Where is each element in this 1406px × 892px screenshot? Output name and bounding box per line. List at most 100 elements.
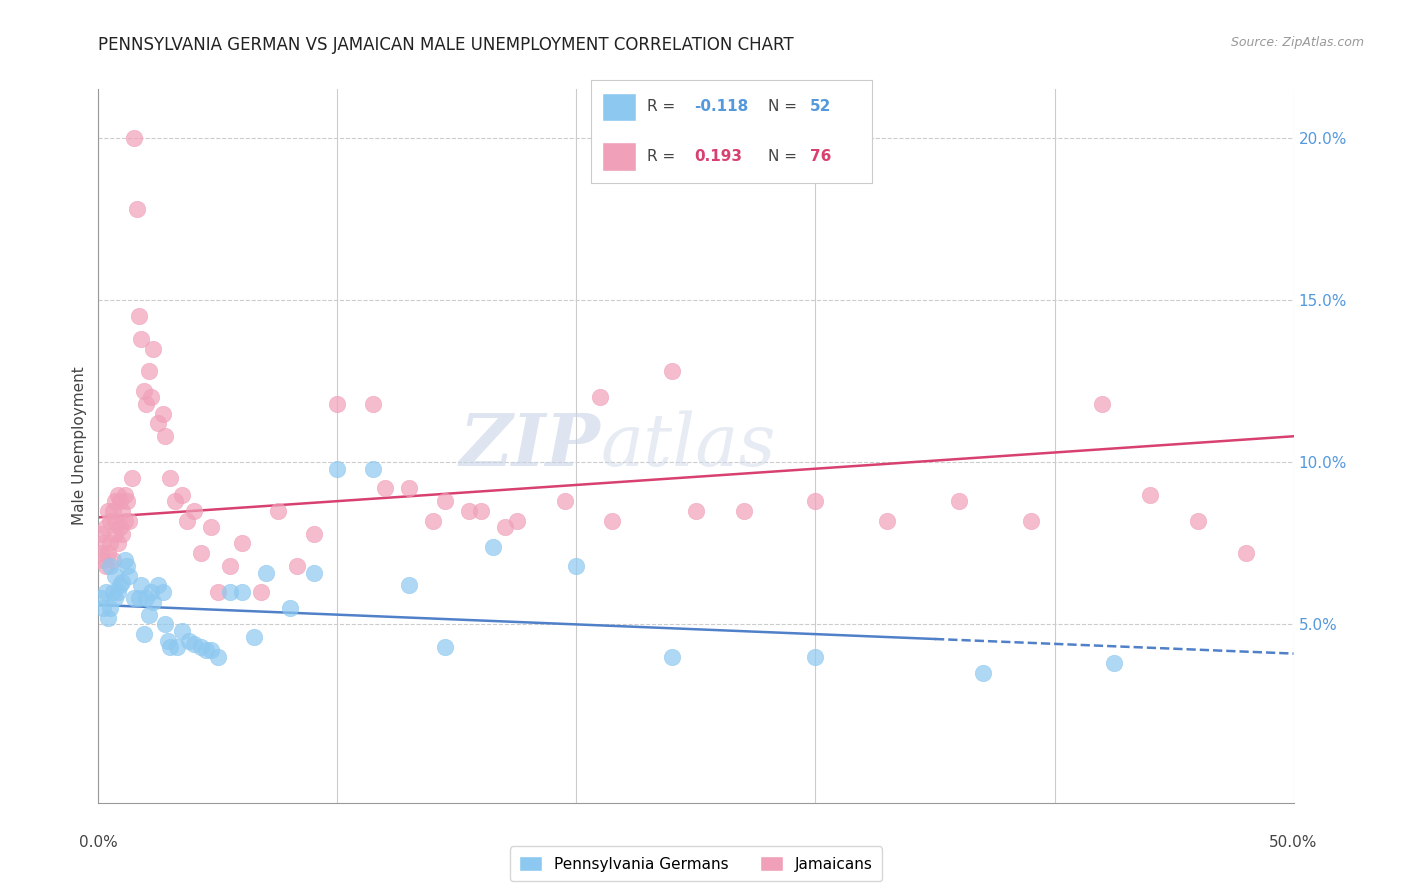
Point: [139, 585, 162, 599]
Point: [104, 514, 127, 528]
Point: [219, 585, 242, 599]
Point: [101, 504, 124, 518]
Point: [118, 514, 141, 528]
Point: [1102, 657, 1125, 671]
Point: [104, 494, 127, 508]
Text: 50.0%: 50.0%: [1270, 836, 1317, 850]
Point: [602, 514, 624, 528]
Point: [207, 649, 229, 664]
Point: [481, 540, 505, 554]
Point: [142, 342, 165, 356]
Point: [302, 526, 325, 541]
Point: [132, 627, 155, 641]
Point: [107, 488, 129, 502]
Point: [148, 417, 170, 431]
Bar: [602, 142, 636, 170]
Point: [685, 504, 707, 518]
Point: [433, 640, 456, 654]
Point: [159, 471, 181, 485]
Point: [250, 585, 273, 599]
Point: [111, 504, 134, 518]
Point: [97, 611, 120, 625]
Point: [132, 384, 155, 398]
Text: N =: N =: [768, 99, 801, 114]
Point: [243, 631, 266, 645]
Point: [121, 471, 143, 485]
Point: [135, 591, 157, 606]
Point: [733, 504, 755, 518]
Point: [107, 536, 129, 550]
Point: [267, 504, 290, 518]
Point: [91, 601, 114, 615]
Point: [326, 461, 349, 475]
Point: [219, 559, 242, 574]
Point: [661, 364, 683, 378]
Point: [97, 504, 120, 518]
Point: [326, 397, 349, 411]
Point: [200, 520, 222, 534]
Point: [163, 494, 186, 508]
Point: [135, 397, 157, 411]
Point: [138, 607, 160, 622]
Point: [363, 461, 385, 475]
Point: [101, 585, 124, 599]
Point: [98, 514, 122, 528]
Point: [190, 546, 212, 560]
Point: [107, 585, 129, 599]
Point: [172, 624, 194, 638]
Point: [94, 520, 117, 534]
Point: [152, 585, 174, 599]
Point: [176, 514, 198, 528]
Point: [554, 494, 576, 508]
Point: [152, 407, 174, 421]
Point: [94, 559, 117, 574]
Text: R =: R =: [647, 149, 681, 164]
Point: [104, 526, 127, 541]
Point: [101, 552, 124, 566]
Point: [589, 390, 612, 404]
Point: [118, 568, 141, 582]
Point: [128, 591, 150, 606]
Text: -0.118: -0.118: [695, 99, 749, 114]
Point: [124, 131, 146, 145]
Bar: [602, 93, 636, 121]
Point: [231, 536, 253, 550]
Point: [948, 494, 970, 508]
Point: [1187, 514, 1209, 528]
Point: [114, 552, 136, 566]
Point: [155, 617, 177, 632]
Point: [433, 494, 456, 508]
Point: [278, 601, 301, 615]
Point: [194, 643, 218, 657]
Text: atlas: atlas: [600, 410, 776, 482]
Point: [114, 514, 136, 528]
Point: [98, 536, 122, 550]
Point: [302, 566, 325, 580]
Y-axis label: Male Unemployment: Male Unemployment: [72, 367, 87, 525]
Point: [114, 488, 136, 502]
Point: [183, 504, 205, 518]
Point: [661, 649, 683, 664]
Point: [148, 578, 170, 592]
Point: [200, 643, 222, 657]
Point: [115, 494, 138, 508]
Point: [91, 536, 114, 550]
Point: [90, 591, 112, 606]
Point: [139, 390, 162, 404]
Point: [91, 552, 114, 566]
Point: [90, 526, 112, 541]
Point: [1019, 514, 1042, 528]
Point: [108, 520, 131, 534]
Point: [494, 520, 516, 534]
Point: [124, 591, 146, 606]
Point: [155, 429, 177, 443]
Point: [172, 488, 194, 502]
Point: [94, 585, 117, 599]
Point: [398, 481, 420, 495]
Text: 0.0%: 0.0%: [79, 836, 118, 850]
Point: [1139, 488, 1161, 502]
Point: [104, 568, 127, 582]
Point: [398, 578, 420, 592]
Point: [422, 514, 444, 528]
Point: [207, 585, 229, 599]
